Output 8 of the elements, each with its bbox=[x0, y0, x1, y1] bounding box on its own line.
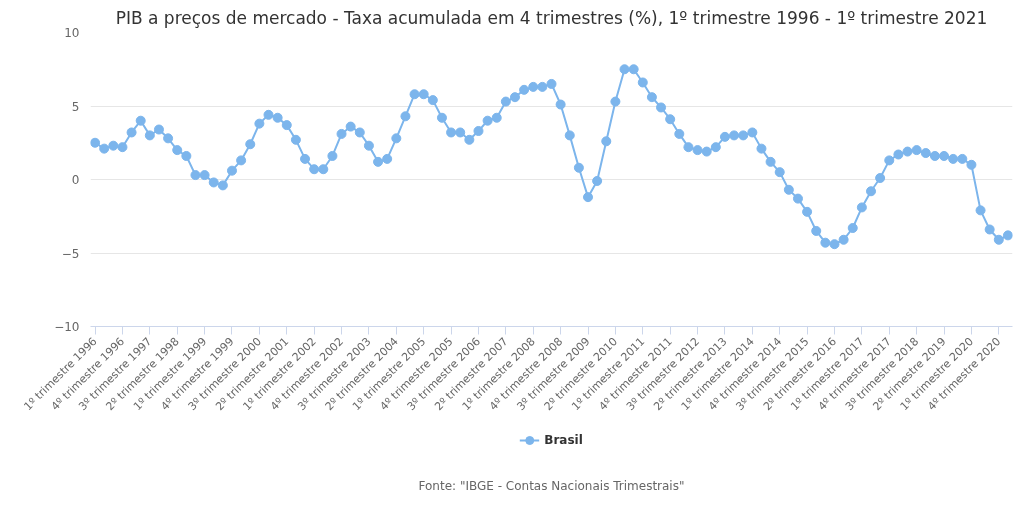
y-tick-label: −5 bbox=[61, 246, 80, 261]
y-tick-label: 10 bbox=[64, 26, 80, 40]
y-tick-label: 0 bbox=[71, 173, 80, 187]
source-note: Fonte: "IBGE - Contas Nacionais Trimestrais" bbox=[418, 478, 685, 493]
y-tick-label: −10 bbox=[54, 320, 80, 334]
chart-title: PIB a preços de mercado - Taxa acumulada em 4 trimestres (%), 1º trimestre 1996 - 1º trimestre 2021 bbox=[115, 7, 988, 28]
legend-label: Brasil bbox=[544, 433, 583, 447]
y-tick-label: 5 bbox=[71, 99, 80, 114]
